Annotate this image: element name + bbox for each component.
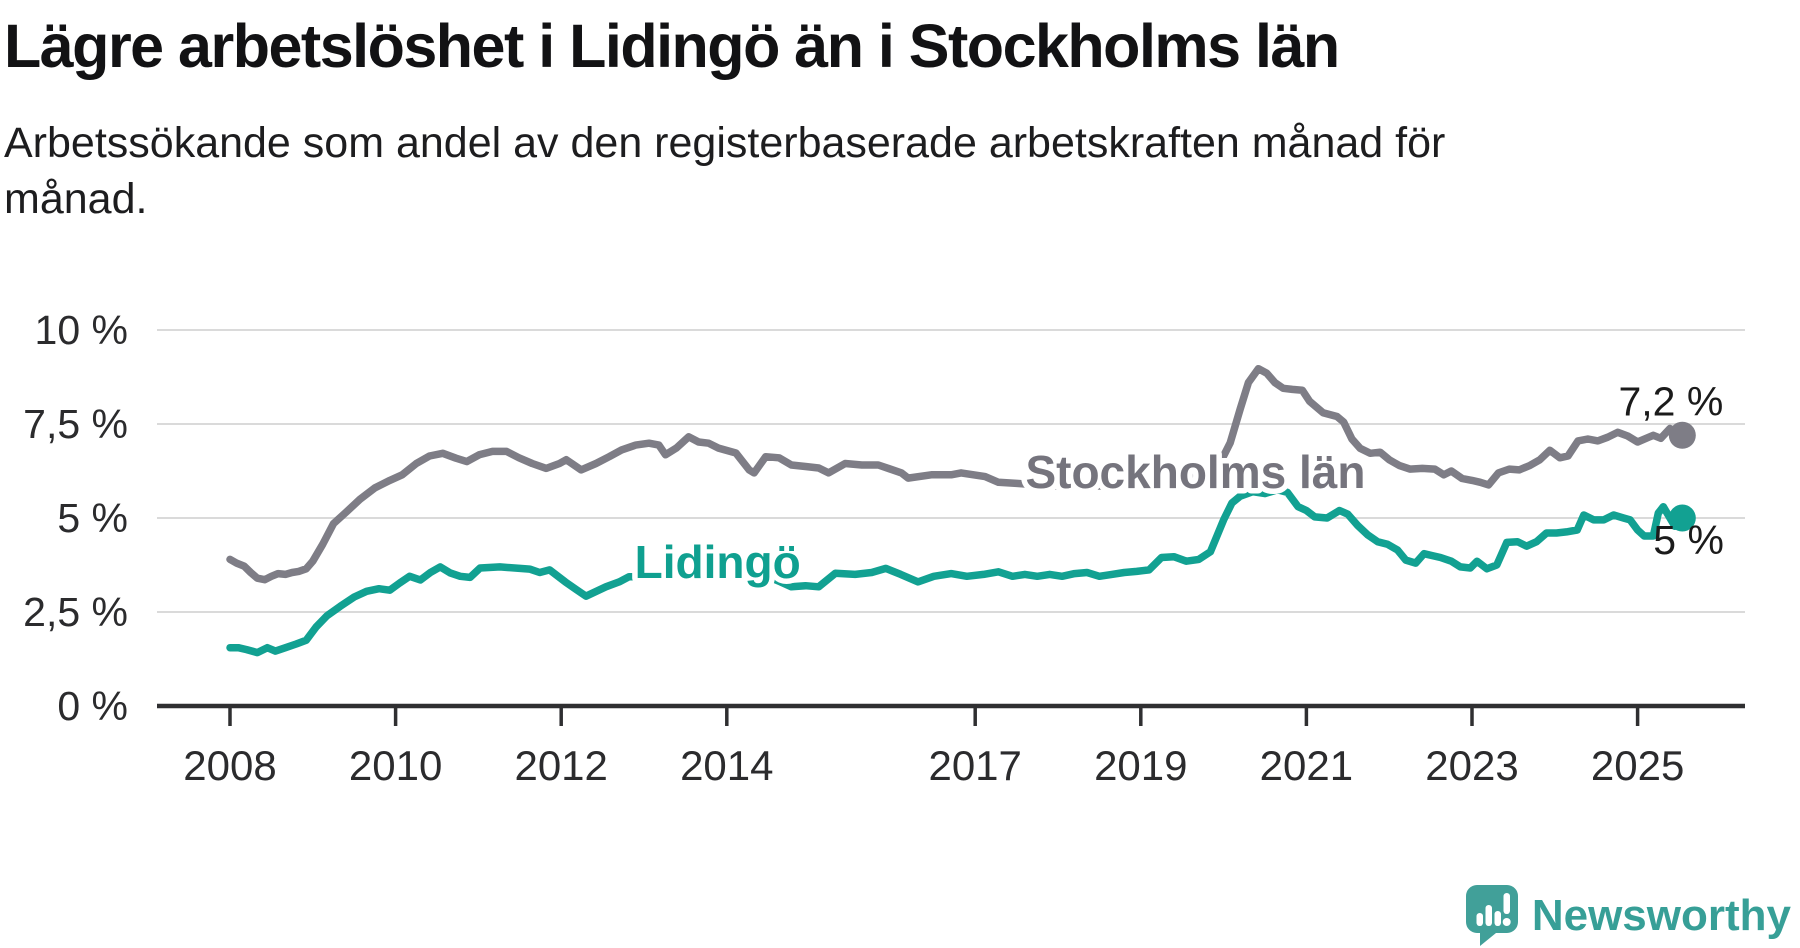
x-tick-label: 2019 xyxy=(1094,742,1187,789)
chart-subtitle: Arbetssökande som andel av den registerb… xyxy=(4,119,1446,224)
x-tick-label: 2017 xyxy=(928,742,1021,789)
series-label-lidingo: Lidingö xyxy=(635,536,801,588)
y-tick-label: 7,5 % xyxy=(23,401,128,447)
chart-title: Lägre arbetslöshet i Lidingö än i Stockh… xyxy=(4,12,1340,80)
exclamation-stroke xyxy=(1503,893,1510,914)
series-end-dot-lidingo xyxy=(1668,504,1696,532)
end-value-label-lidingo: 5 % xyxy=(1653,517,1724,563)
x-tick-label: 2021 xyxy=(1260,742,1353,789)
chart-header: Lägre arbetslöshet i Lidingö än i Stockh… xyxy=(0,0,1800,228)
exclamation-dot xyxy=(1502,918,1511,926)
brand-footer: Newsworthy xyxy=(1465,885,1791,946)
brand-name: Newsworthy xyxy=(1531,890,1791,940)
x-tick-label: 2008 xyxy=(183,742,276,789)
y-tick-label: 0 % xyxy=(57,683,128,729)
end-value-label-stockholms-lan: 7,2 % xyxy=(1618,378,1723,424)
x-tick-label: 2025 xyxy=(1591,742,1684,789)
x-tick-label: 2023 xyxy=(1425,742,1518,789)
x-tick-label: 2014 xyxy=(680,742,773,789)
x-tick-label: 2010 xyxy=(349,742,442,789)
series-label-stockholms-lan: Stockholms län xyxy=(1025,446,1365,498)
series-end-dot-stockholms-lan xyxy=(1668,421,1696,449)
series-line-stockholms-lan xyxy=(226,364,1687,584)
x-tick-label: 2012 xyxy=(514,742,607,789)
bar-2 xyxy=(1485,905,1492,926)
bar-1 xyxy=(1476,913,1483,926)
bar-3 xyxy=(1494,911,1501,926)
newsworthy-logo-icon xyxy=(1465,885,1518,946)
series-line-lidingo xyxy=(226,486,1687,657)
y-tick-label: 5 % xyxy=(57,495,128,541)
y-tick-label: 10 % xyxy=(35,307,128,353)
y-tick-label: 2,5 % xyxy=(23,589,128,635)
